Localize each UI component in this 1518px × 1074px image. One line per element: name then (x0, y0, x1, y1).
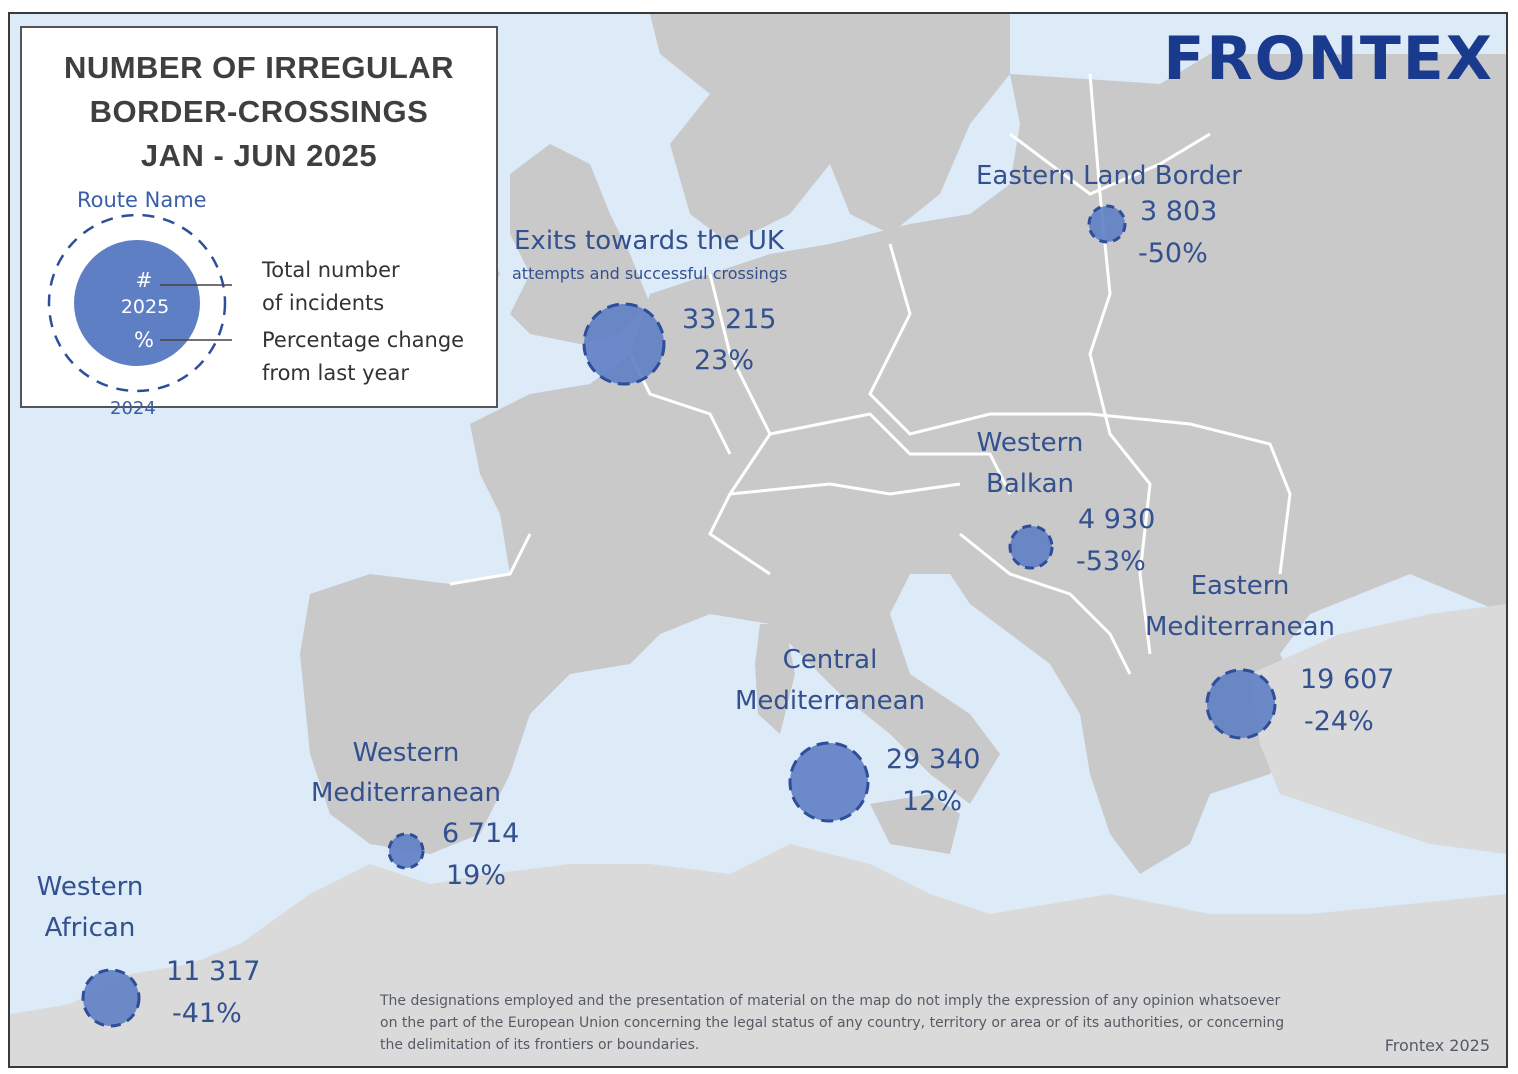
change-western-balkan: -53% (1076, 546, 1146, 577)
route-name-eastern-land: Eastern Land Border (976, 161, 1242, 191)
title-line-3: JAN - JUN 2025 (140, 138, 378, 173)
legend-total-line1: Total number (262, 258, 400, 282)
change-eastern-land: -50% (1138, 238, 1208, 269)
legend-bubble-icon (47, 213, 232, 393)
route-name-western-balkan-2: Balkan (985, 469, 1074, 499)
total-western-med: 6 714 (442, 818, 520, 849)
total-eastern-land: 3 803 (1140, 196, 1218, 227)
bubble-western-balkan (1008, 524, 1054, 570)
bubble-eastern-land (1087, 204, 1127, 244)
total-eastern-med: 19 607 (1300, 664, 1395, 695)
total-central-med: 29 340 (886, 744, 981, 775)
route-name-central-med-2: Mediterranean (734, 686, 926, 716)
route-name-exits-uk: Exits towards the UK (514, 226, 784, 256)
route-name-western-med-1: Western (352, 738, 460, 768)
map-title: NUMBER OF IRREGULAR BORDER-CROSSINGS JAN… (22, 46, 496, 178)
disclaimer-line-2: on the part of the European Union concer… (380, 1015, 1285, 1031)
legend-percent: % (134, 328, 154, 352)
change-eastern-med: -24% (1304, 706, 1374, 737)
frontex-logo: FRONTEX (1163, 24, 1494, 94)
bubble-eastern-med (1205, 668, 1277, 740)
route-name-eastern-med-2: Mediterranean (1144, 612, 1336, 642)
land-uk (510, 144, 650, 344)
legend-year-current: 2025 (120, 296, 170, 318)
title-line-2: BORDER-CROSSINGS (89, 94, 429, 129)
route-name-western-african-2: African (44, 913, 136, 943)
total-western-balkan: 4 930 (1078, 504, 1156, 535)
land-sicily (870, 794, 960, 854)
map-frame: NUMBER OF IRREGULAR BORDER-CROSSINGS JAN… (8, 12, 1508, 1068)
bubble-central-med (788, 741, 870, 823)
bubble-exits-uk (582, 302, 666, 386)
disclaimer-line-1: The designations employed and the presen… (380, 993, 1281, 1009)
legend-year-previous: 2024 (110, 398, 156, 419)
legend-filled-circle (74, 240, 200, 366)
bubble-western-african (81, 968, 141, 1028)
route-name-western-med-2: Mediterranean (310, 778, 502, 808)
country-borders (449, 73, 1292, 675)
total-western-african: 11 317 (166, 956, 261, 987)
title-line-1: NUMBER OF IRREGULAR (63, 50, 455, 85)
bubble-western-med (387, 832, 425, 870)
route-name-central-med-1: Central (782, 645, 878, 675)
route-name-western-balkan-1: Western (976, 428, 1084, 458)
legend-box: NUMBER OF IRREGULAR BORDER-CROSSINGS JAN… (20, 26, 498, 419)
route-bubbles (81, 204, 1277, 1028)
total-exits-uk: 33 215 (682, 304, 777, 335)
disclaimer-line-3: the delimitation of its frontiers or bou… (380, 1037, 700, 1053)
land-scandinavia (650, 14, 1010, 244)
land-sardinia (755, 624, 795, 734)
legend-total-line2: of incidents (262, 291, 385, 315)
legend-hash: # (135, 268, 153, 292)
change-western-med: 19% (446, 860, 507, 891)
change-western-african: -41% (172, 998, 242, 1029)
land-turkey (1250, 604, 1506, 854)
disclaimer: The designations employed and the presen… (380, 990, 1380, 1056)
land-europe (300, 54, 1506, 874)
legend-change-line2: from last year (262, 361, 409, 385)
route-subtitle-exits-uk: attempts and successful crossings (512, 264, 788, 283)
land-north-africa (10, 844, 1506, 1066)
legend-route-name: Route Name (77, 188, 207, 212)
credit: Frontex 2025 (1384, 1036, 1490, 1055)
route-name-eastern-med-1: Eastern (1190, 571, 1290, 601)
legend-dashed-ring (47, 213, 227, 393)
change-exits-uk: 23% (694, 345, 755, 376)
legend-change-line1: Percentage change (262, 328, 465, 352)
europe-map (10, 14, 1506, 1066)
route-name-western-african-1: Western (36, 872, 144, 902)
change-central-med: 12% (902, 786, 963, 817)
